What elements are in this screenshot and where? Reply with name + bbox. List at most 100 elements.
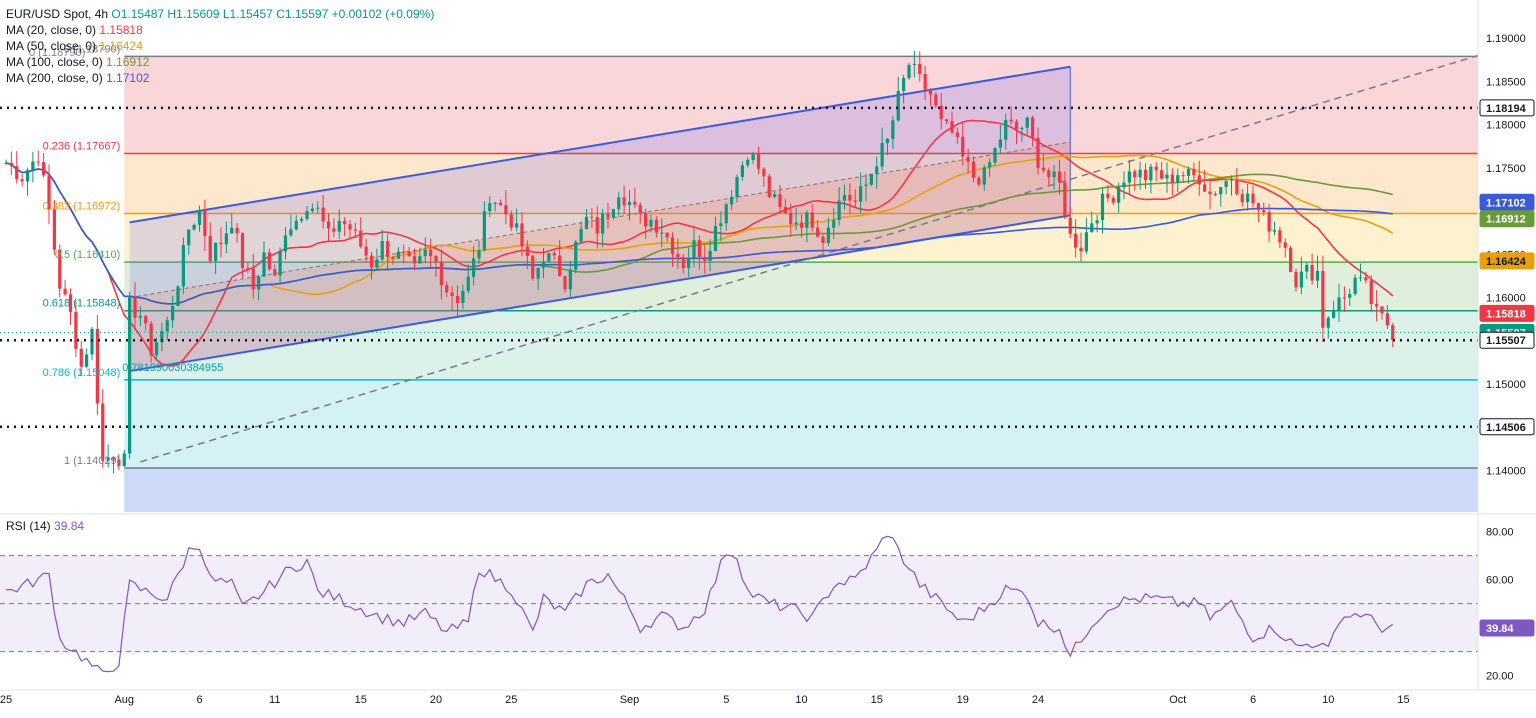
candle-body — [1095, 220, 1099, 224]
candle-body — [138, 315, 142, 318]
candle-body — [998, 139, 1002, 148]
time-tick-label: Oct — [1169, 694, 1186, 706]
candle-body — [1014, 121, 1019, 129]
legend-ma50[interactable]: MA (50, close, 0) 1.16424 0 (1.18790) — [6, 38, 434, 59]
candle-body — [203, 210, 207, 236]
candle-body — [1009, 119, 1013, 122]
fib-label: 0.5 (1.16410) — [55, 249, 120, 261]
candle-body — [1219, 187, 1223, 195]
candle-body — [1337, 297, 1341, 312]
candle-body — [122, 453, 126, 467]
symbol-title[interactable]: EUR/USD Spot, 4h — [6, 7, 109, 21]
candle-body — [1111, 197, 1115, 203]
candle-body — [1326, 317, 1330, 328]
candle-body — [1380, 306, 1384, 314]
candle-body — [4, 162, 8, 164]
price-badges: 1.18194 1.17102 1.16912 1.16424 1.15818 1.155… — [1479, 99, 1535, 637]
channel-midline — [129, 141, 1071, 299]
candle-body — [359, 230, 363, 247]
candle-body — [660, 232, 664, 234]
candle-body — [885, 138, 890, 144]
rsi-tick-label: 80.00 — [1486, 527, 1514, 539]
candle-body — [1375, 304, 1379, 307]
candle-body — [821, 236, 825, 244]
price-badge: 1.16912 — [1486, 214, 1526, 226]
candle-body — [547, 253, 551, 262]
candle-body — [633, 201, 637, 205]
candle-body — [880, 143, 884, 167]
legend-ma20[interactable]: MA (20, close, 0) 1.15818 — [6, 22, 434, 38]
price-badge: 1.14506 — [1486, 422, 1526, 434]
candle-body — [1004, 119, 1008, 140]
candle-body — [321, 207, 325, 222]
candle-body — [945, 119, 949, 122]
candle-body — [536, 267, 540, 279]
candle-body — [1289, 247, 1293, 272]
candle-body — [1369, 280, 1373, 305]
candle-body — [832, 220, 836, 228]
dashed-trendline — [140, 54, 1479, 463]
candle-body — [1143, 169, 1148, 181]
candle-body — [1332, 311, 1336, 318]
candle-body — [1305, 264, 1309, 272]
candle-body — [1165, 174, 1169, 179]
candle-body — [590, 216, 594, 218]
candle-body — [606, 213, 610, 218]
candle-body — [386, 241, 390, 258]
ohlc-values: O1.15487 H1.15609 L1.15457 C1.15597 +0.0… — [111, 7, 435, 21]
candle-body — [79, 348, 83, 367]
candle-body — [789, 212, 793, 225]
candle-body — [1079, 247, 1083, 252]
candle-body — [1385, 313, 1389, 326]
candle-body — [1138, 169, 1142, 178]
candle-body — [187, 229, 191, 246]
candle-body — [1348, 294, 1352, 298]
fib-zone — [124, 310, 1478, 380]
legend-symbol-row: EUR/USD Spot, 4h O1.15487 H1.15609 L1.15… — [6, 6, 434, 22]
fib-zone — [124, 56, 1478, 154]
candle-body — [192, 224, 196, 230]
candle-body — [1283, 242, 1287, 248]
candle-body — [1213, 194, 1217, 196]
candle-body — [1262, 210, 1266, 213]
fib-label: 0 (1.18790) — [64, 43, 120, 55]
candle-body — [692, 240, 696, 259]
candle-body — [47, 175, 51, 210]
rsi-legend[interactable]: RSI (14) 39.84 — [6, 519, 84, 533]
candles — [4, 50, 1395, 474]
fib-zones — [124, 14, 1478, 512]
candle-body — [230, 227, 234, 234]
time-tick-label: 6 — [196, 694, 202, 706]
candle-body — [842, 194, 847, 201]
candle-body — [740, 165, 744, 177]
candle-body — [1203, 184, 1207, 192]
fib-label: 0.236 (1.17667) — [43, 140, 121, 152]
candle-body — [1106, 193, 1110, 198]
candle-body — [1052, 171, 1056, 178]
ma100-label: MA (100, close, 0) — [6, 55, 103, 69]
candle-body — [1310, 264, 1314, 281]
price-tick-label: 1.18000 — [1486, 120, 1526, 132]
candle-body — [439, 261, 443, 286]
candle-body — [520, 223, 524, 247]
time-tick-label: 15 — [1397, 694, 1409, 706]
candle-body — [111, 457, 116, 460]
fib-zone — [124, 262, 1478, 311]
candle-body — [240, 233, 245, 268]
candle-body — [326, 221, 331, 229]
candle-body — [950, 121, 954, 133]
candle-body — [214, 242, 218, 261]
candle-body — [305, 211, 309, 219]
candle-body — [805, 212, 809, 228]
candle-body — [144, 315, 148, 324]
candle-body — [197, 210, 202, 225]
candle-body — [875, 166, 879, 174]
candle-body — [1229, 179, 1234, 181]
candle-body — [746, 159, 750, 166]
legend-ma200[interactable]: MA (200, close, 0) 1.17102 — [6, 70, 434, 86]
candle-body — [767, 176, 771, 197]
candle-body — [375, 259, 379, 268]
candle-body — [52, 209, 56, 250]
legend-ma100[interactable]: MA (100, close, 0) 1.16912 — [6, 54, 434, 70]
